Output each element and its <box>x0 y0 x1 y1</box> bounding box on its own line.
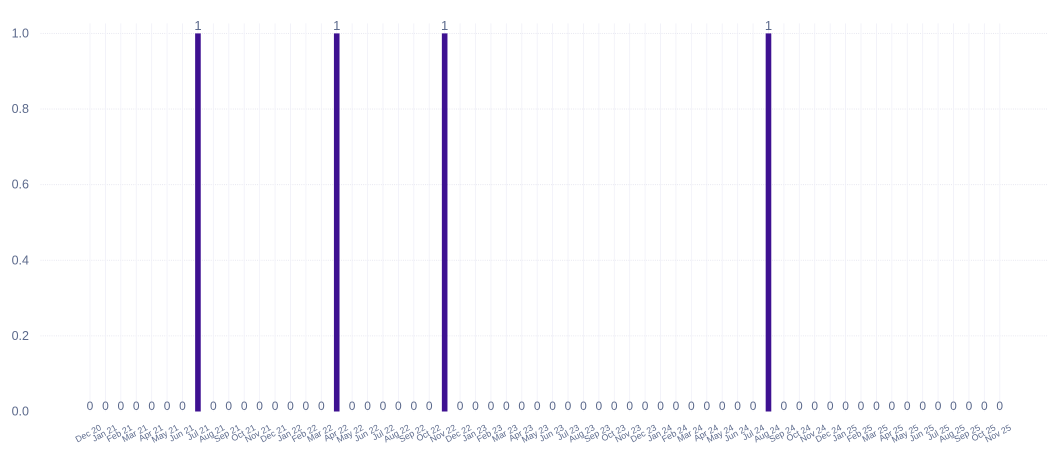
svg-text:0: 0 <box>179 399 186 413</box>
svg-text:0: 0 <box>688 399 695 413</box>
svg-text:0: 0 <box>87 399 94 413</box>
svg-text:1: 1 <box>765 18 772 33</box>
svg-text:0: 0 <box>472 399 479 413</box>
svg-text:0: 0 <box>318 399 325 413</box>
svg-text:0: 0 <box>395 399 402 413</box>
svg-text:0: 0 <box>673 399 680 413</box>
svg-text:0.8: 0.8 <box>12 102 29 116</box>
svg-text:0: 0 <box>642 399 649 413</box>
svg-text:0: 0 <box>380 399 387 413</box>
svg-text:0: 0 <box>703 399 710 413</box>
svg-text:0: 0 <box>596 399 603 413</box>
svg-text:0: 0 <box>518 399 525 413</box>
svg-text:1: 1 <box>441 18 448 33</box>
svg-text:0: 0 <box>935 399 942 413</box>
svg-text:0: 0 <box>410 399 417 413</box>
svg-text:1: 1 <box>194 18 201 33</box>
svg-text:0: 0 <box>272 399 279 413</box>
svg-text:0: 0 <box>750 399 757 413</box>
svg-text:0: 0 <box>534 399 541 413</box>
svg-text:1.0: 1.0 <box>12 26 29 40</box>
svg-text:0: 0 <box>611 399 618 413</box>
svg-text:0: 0 <box>888 399 895 413</box>
svg-text:0: 0 <box>164 399 171 413</box>
svg-text:0: 0 <box>966 399 973 413</box>
svg-text:0: 0 <box>256 399 263 413</box>
svg-text:0: 0 <box>287 399 294 413</box>
svg-text:0.2: 0.2 <box>12 329 29 343</box>
svg-text:0: 0 <box>488 399 495 413</box>
svg-text:0: 0 <box>426 399 433 413</box>
svg-text:0: 0 <box>827 399 834 413</box>
svg-text:0: 0 <box>904 399 911 413</box>
svg-text:0: 0 <box>303 399 310 413</box>
svg-text:0: 0 <box>657 399 664 413</box>
svg-text:0: 0 <box>210 399 217 413</box>
svg-text:0: 0 <box>349 399 356 413</box>
svg-text:0: 0 <box>580 399 587 413</box>
svg-text:0: 0 <box>148 399 155 413</box>
svg-text:0: 0 <box>626 399 633 413</box>
svg-text:0: 0 <box>996 399 1003 413</box>
svg-text:0: 0 <box>950 399 957 413</box>
svg-text:0: 0 <box>811 399 818 413</box>
svg-text:0: 0 <box>981 399 988 413</box>
svg-text:1: 1 <box>333 18 340 33</box>
svg-text:0: 0 <box>241 399 248 413</box>
svg-text:0: 0 <box>503 399 510 413</box>
svg-text:0: 0 <box>858 399 865 413</box>
svg-text:0: 0 <box>117 399 124 413</box>
svg-text:0: 0 <box>719 399 726 413</box>
svg-text:0.0: 0.0 <box>12 405 29 419</box>
svg-text:0: 0 <box>565 399 572 413</box>
svg-text:0: 0 <box>734 399 741 413</box>
svg-text:0.6: 0.6 <box>12 178 29 192</box>
svg-text:0: 0 <box>873 399 880 413</box>
svg-text:0: 0 <box>796 399 803 413</box>
svg-text:0.4: 0.4 <box>12 253 29 267</box>
svg-text:0: 0 <box>102 399 109 413</box>
svg-text:0: 0 <box>781 399 788 413</box>
svg-text:0: 0 <box>364 399 371 413</box>
svg-text:0: 0 <box>842 399 849 413</box>
svg-text:0: 0 <box>225 399 232 413</box>
svg-text:0: 0 <box>133 399 140 413</box>
svg-text:0: 0 <box>549 399 556 413</box>
svg-text:0: 0 <box>457 399 464 413</box>
svg-text:0: 0 <box>919 399 926 413</box>
